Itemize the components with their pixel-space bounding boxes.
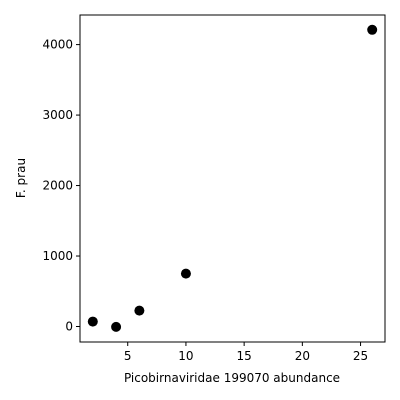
y-axis-ticks: 0 1000 2000 3000 4000 (42, 38, 80, 333)
data-point (111, 321, 122, 332)
y-tick-label: 4000 (42, 38, 73, 52)
data-point (87, 316, 98, 327)
plot-area (79, 14, 386, 343)
y-tick-label: 2000 (42, 179, 73, 193)
x-tick-label: 5 (124, 349, 132, 363)
data-points (87, 24, 378, 332)
data-point (367, 24, 378, 35)
y-tick-label: 3000 (42, 108, 73, 122)
x-axis-ticks: 5 10 15 20 25 (124, 342, 368, 363)
data-point (134, 305, 145, 316)
x-tick-label: 25 (353, 349, 368, 363)
data-point (180, 268, 191, 279)
x-tick-label: 20 (295, 349, 310, 363)
y-axis-label: F. prau (14, 158, 28, 198)
x-axis-label: Picobirnaviridae 199070 abundance (124, 371, 340, 385)
y-tick-label: 1000 (42, 249, 73, 263)
x-tick-label: 15 (237, 349, 252, 363)
x-tick-label: 10 (178, 349, 193, 363)
y-tick-label: 0 (65, 319, 73, 333)
